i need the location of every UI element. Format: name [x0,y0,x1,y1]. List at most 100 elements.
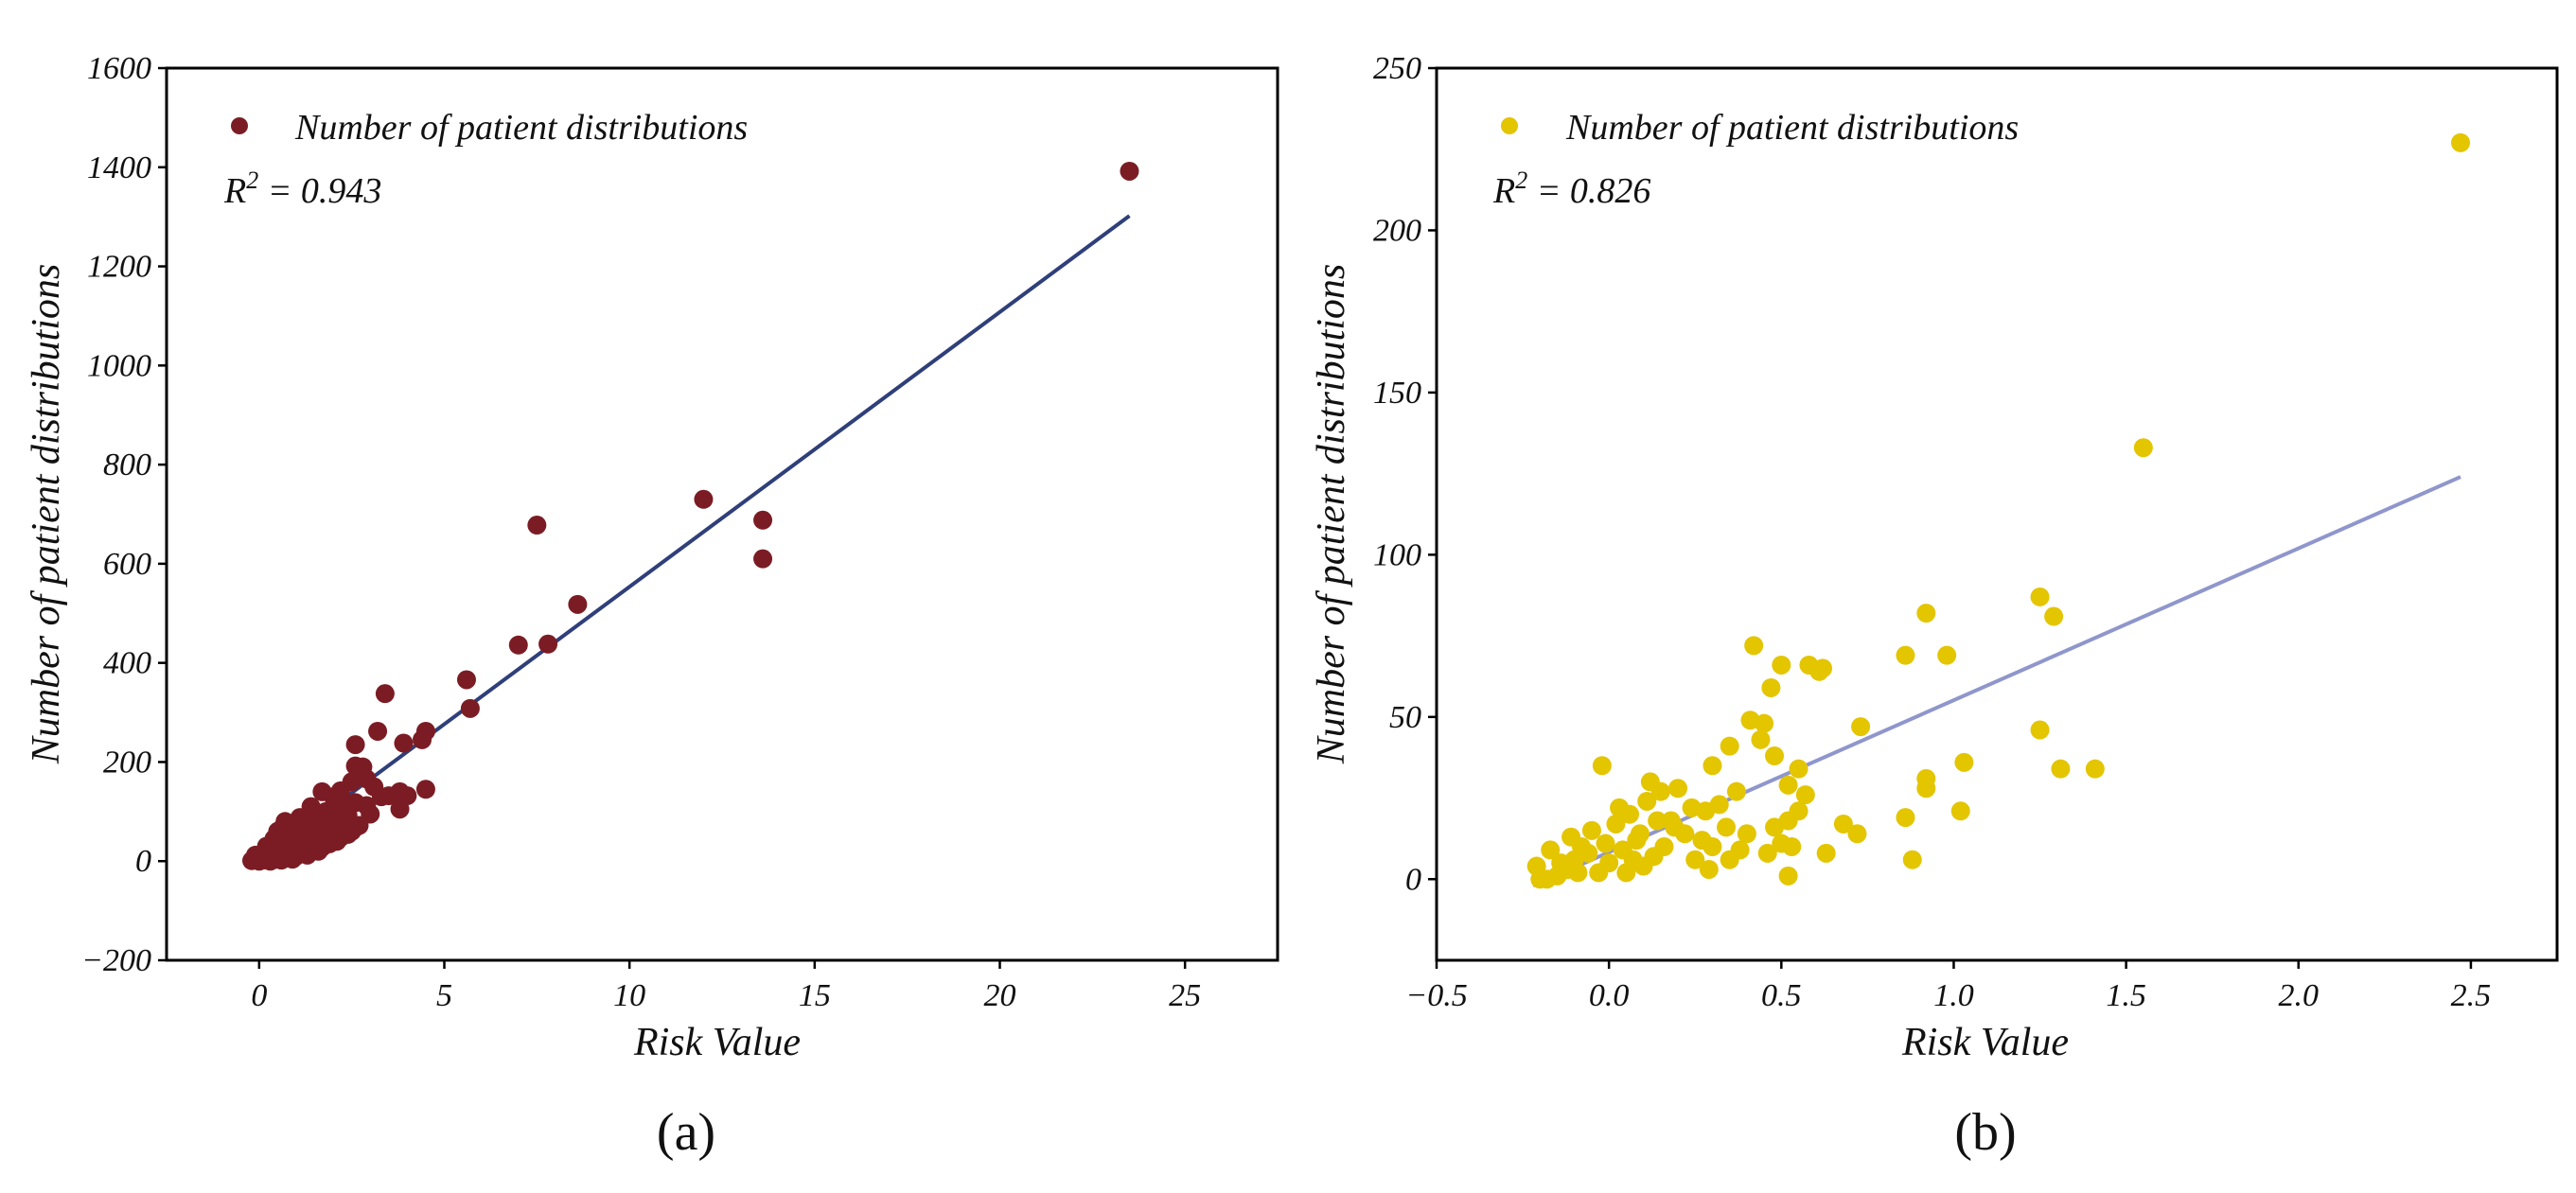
panel-b-y-tick-label: 50 [1389,700,1421,735]
panel-a-x-tick-label: 15 [799,978,831,1013]
panel-b-x-tick-label: 1.0 [1933,978,1974,1013]
panel-b-data-point [1795,785,1815,805]
panel-b-data-point [1847,824,1867,844]
panel-a-data-point [245,845,265,865]
panel-a-legend-label: Number of patient distributions [294,108,748,148]
panel-b-r-squared: R2 = 0.826 [1492,167,1650,211]
panel-b-data-point [1730,840,1750,860]
panel-b-data-point [1751,729,1771,749]
panel-b-data-point [2051,759,2071,779]
panel-a-y-tick-label: 400 [103,646,151,681]
panel-a-x-tick-label: 25 [1169,978,1201,1013]
panel-a-data-point [330,828,350,848]
panel-a-legend-marker [231,117,248,134]
panel-b-legend-marker [1501,117,1518,134]
panel-b-data-point [1606,814,1626,833]
panel-b-data-point [1896,645,1915,665]
panel-b-data-point [1772,655,1791,675]
panel-a-x-tick-label: 20 [984,978,1016,1013]
panel-b-data-point [1610,798,1630,817]
panel-a-data-point [345,735,365,755]
panel-a-x-tick-label: 5 [436,978,452,1013]
panel-b-data-point [2030,720,2050,740]
panel-b-data-point [1761,677,1781,697]
panel-b-x-tick-label: 0.5 [1761,978,1802,1013]
panel-b-y-tick-label: 250 [1373,51,1421,86]
panel-a-y-tick-label: 800 [103,447,151,482]
panel-b-data-point [2085,759,2105,779]
panel-b-plot-frame [1435,66,2559,962]
panel-b-data-point [1778,866,1798,886]
panel-b-legend-label: Number of patient distributions [1565,108,2019,148]
panel-b-y-tick-label: 150 [1373,376,1421,411]
panel-a-data-point [368,721,388,741]
panel-b-y-tick-label: 100 [1373,537,1421,572]
panel-a-data-point [508,635,528,655]
panel-b-data-point [1650,781,1670,801]
panel-a-data-point [568,594,588,614]
panel-b-data-point [1778,775,1798,795]
panel-b-data-point [1561,827,1581,847]
panel-a-y-tick-label: 200 [103,745,151,780]
panel-b-data-point [2030,587,2050,606]
panel-a-data-point [527,516,547,535]
panel-a-data-point [456,670,476,690]
panel-b-data-point [1916,768,1936,788]
panel-a-y-tick-label: 0 [135,844,151,879]
panel-b-data-point [1630,824,1650,844]
panel-a-y-tick-label: 1600 [87,51,151,86]
panel-a-data-point [394,733,414,753]
panel-a-x-tick-label: 0 [251,978,267,1013]
panel-a-y-axis-title: Number of patient distributions [25,264,68,765]
panel-b-x-axis-title: Risk Value [1901,1021,2069,1064]
panel-b-data-point [1744,636,1764,656]
panel-b-data-point [1665,817,1685,837]
panel-a-data-point [1120,161,1139,181]
panel-a-regression-line [250,214,1131,869]
panel-b-x-tick-label: −0.5 [1405,978,1467,1013]
panel-b-data-point [1765,746,1785,765]
panel-b-data-point [1757,843,1777,863]
panel-b-data-point [1541,840,1561,860]
panel-b-x-tick-label: 0.0 [1589,978,1630,1013]
panel-a-data-point [357,796,377,816]
panel-b-x-tick-label: 2.5 [2451,978,2492,1013]
panel-b-data-point [1896,808,1915,828]
panel-a-data-point [375,684,395,704]
panel-a-r-squared: R2 = 0.943 [223,167,381,211]
panel-b-data-point [1699,859,1719,879]
panel-b-regression-line [1532,475,2461,887]
panel-b-data-point [1902,850,1922,869]
panel-b-data-point [2450,132,2470,152]
panel-b-data-point [1682,798,1702,817]
panel-a-data-point [364,777,384,797]
panel-b-data-point [1789,759,1808,779]
panel-a-data-point [460,698,480,718]
panel-a-caption: (a) [657,1103,715,1162]
panel-b-data-point [1589,863,1609,883]
panel-a-data-point [390,799,410,819]
panel-b-chart: −0.5 0.0 0.5 1.0 1.5 2.0 2.5 0 50 100 150 200 250 Nu… [1310,51,2559,1162]
panel-b-data-point [1592,756,1612,776]
panel-b-data-point [1916,604,1936,623]
panel-b-data-point [2044,606,2064,626]
panel-b-data-point [1833,814,1853,833]
panel-b-data-point [1937,645,1957,665]
panel-b-data-point [1596,833,1615,853]
panel-b-data-point [1551,853,1571,873]
panel-a-data-point [538,634,558,654]
panel-b-caption: (b) [1954,1103,2016,1162]
panel-a-y-tick-label: 1400 [87,150,151,185]
panel-b-x-tick-label: 2.0 [2279,978,2320,1013]
panel-a-data-point [415,780,435,799]
panel-b-y-tick-label: 0 [1405,862,1421,897]
panel-a-y-tick-label: 1200 [87,250,151,285]
panel-b-data-point [1737,824,1756,844]
panel-b-data-point [1581,820,1601,840]
panel-a-chart: 0 5 10 15 20 25 −200 0 200 400 600 800 1000 1200 1400 1… [25,51,1279,1162]
panel-b-data-point [1813,658,1833,678]
panel-a-y-tick-label: −200 [81,943,151,978]
panel-b-data-point [1765,817,1785,837]
panel-b-x-tick-label: 1.5 [2106,978,2146,1013]
